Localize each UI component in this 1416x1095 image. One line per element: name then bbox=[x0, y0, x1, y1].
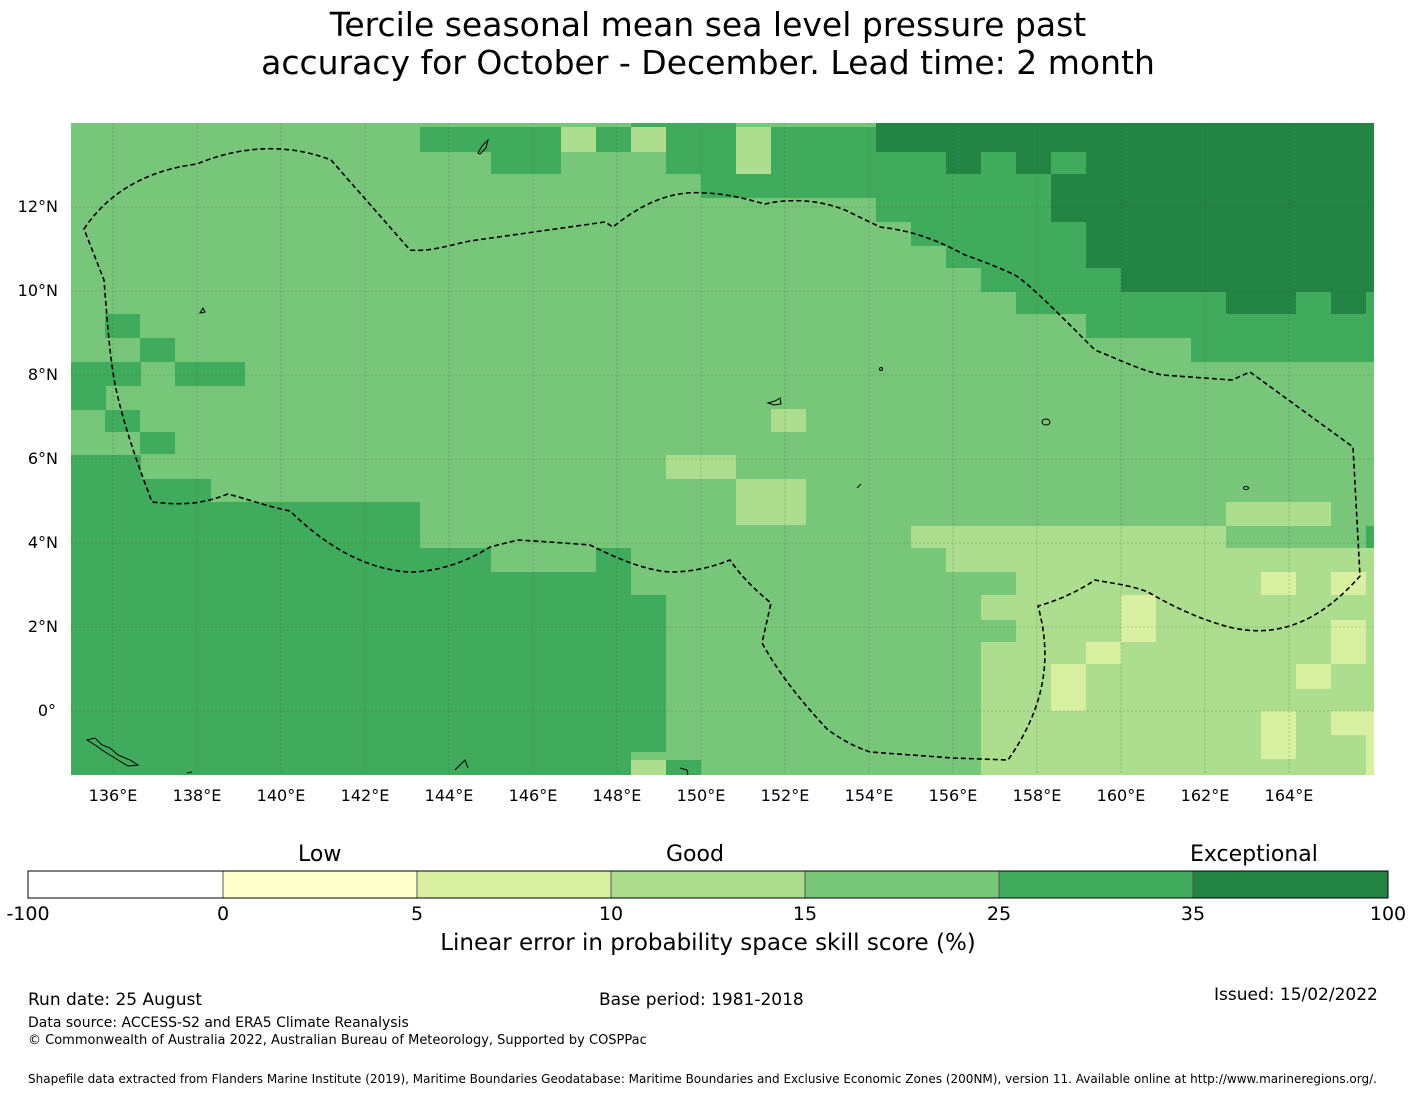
colorbar-tick-label: 25 bbox=[987, 903, 1011, 925]
lon-label: 162°E bbox=[1181, 786, 1230, 805]
lon-label: 140°E bbox=[257, 786, 306, 805]
lon-label: 146°E bbox=[509, 786, 558, 805]
colorbar-tick-label: 5 bbox=[411, 903, 423, 925]
lat-label: 6°N bbox=[28, 449, 58, 468]
colorbar-ticks: -100 0 5 10 15 25 35 100 bbox=[6, 903, 1406, 925]
graticule bbox=[71, 123, 1374, 775]
skill-field-25-35 bbox=[71, 123, 1374, 775]
colorbar-tick-label: 10 bbox=[599, 903, 623, 925]
lon-label: 150°E bbox=[677, 786, 726, 805]
legend-category-good: Good bbox=[666, 842, 724, 867]
lon-label: 160°E bbox=[1097, 786, 1146, 805]
skill-field-10-15 bbox=[561, 127, 1374, 775]
lat-label: 0° bbox=[38, 701, 56, 720]
colorbar-swatch bbox=[28, 871, 223, 898]
colorbar-swatch bbox=[611, 871, 805, 898]
colorbar-swatch bbox=[223, 871, 417, 898]
run-date: Run date: 25 August bbox=[28, 990, 202, 1010]
colorbar-tick-label: 15 bbox=[793, 903, 817, 925]
colorbar-swatch bbox=[417, 871, 611, 898]
skill-field-5-10 bbox=[1051, 572, 1374, 775]
legend-category-exceptional: Exceptional bbox=[1190, 842, 1318, 867]
lon-label: 142°E bbox=[341, 786, 390, 805]
colorbar bbox=[27, 870, 1389, 899]
lon-label: 144°E bbox=[425, 786, 474, 805]
lon-label: 154°E bbox=[845, 786, 894, 805]
colorbar-swatch bbox=[1193, 871, 1388, 898]
colorbar-tick-label: 100 bbox=[1370, 903, 1406, 925]
legend-category-low: Low bbox=[298, 842, 342, 867]
lon-label: 136°E bbox=[89, 786, 138, 805]
lon-label: 164°E bbox=[1265, 786, 1314, 805]
shapefile-credit: Shapefile data extracted from Flanders M… bbox=[28, 1072, 1377, 1086]
lon-label: 138°E bbox=[173, 786, 222, 805]
lat-labels: 12°N 10°N 8°N 6°N 4°N 2°N 0° bbox=[18, 197, 58, 720]
lat-label: 4°N bbox=[28, 533, 58, 552]
title-line-2: accuracy for October - December. Lead ti… bbox=[261, 43, 1155, 82]
copyright: © Commonwealth of Australia 2022, Austra… bbox=[28, 1033, 647, 1048]
lon-label: 148°E bbox=[593, 786, 642, 805]
islands bbox=[85, 138, 1249, 775]
title-line-1: Tercile seasonal mean sea level pressure… bbox=[329, 5, 1087, 44]
lat-label: 8°N bbox=[28, 365, 58, 384]
map-title: Tercile seasonal mean sea level pressure… bbox=[0, 6, 1416, 82]
colorbar-tick-label: 0 bbox=[217, 903, 229, 925]
lon-labels: 136°E 138°E 140°E 142°E 144°E 146°E 148°… bbox=[89, 786, 1314, 805]
lon-label: 156°E bbox=[929, 786, 978, 805]
colorbar-frame bbox=[27, 870, 1389, 899]
lat-label: 10°N bbox=[18, 281, 58, 300]
eez-boundary bbox=[83, 147, 1361, 761]
colorbar-tick-label: 35 bbox=[1181, 903, 1205, 925]
skill-field-15-25-patches bbox=[981, 620, 1016, 642]
colorbar-swatch bbox=[805, 871, 999, 898]
lat-label: 2°N bbox=[28, 617, 58, 636]
data-source: Data source: ACCESS-S2 and ERA5 Climate … bbox=[28, 1015, 409, 1031]
colorbar-swatch bbox=[999, 871, 1193, 898]
colorbar-tick-label: -100 bbox=[6, 903, 49, 925]
base-period: Base period: 1981-2018 bbox=[599, 990, 804, 1010]
skill-field-35-100 bbox=[876, 123, 1374, 314]
issued-date: Issued: 15/02/2022 bbox=[1214, 985, 1378, 1005]
lat-label: 12°N bbox=[18, 197, 58, 216]
lon-label: 152°E bbox=[761, 786, 810, 805]
colorbar-title: Linear error in probability space skill … bbox=[440, 930, 976, 956]
lon-label: 158°E bbox=[1013, 786, 1062, 805]
